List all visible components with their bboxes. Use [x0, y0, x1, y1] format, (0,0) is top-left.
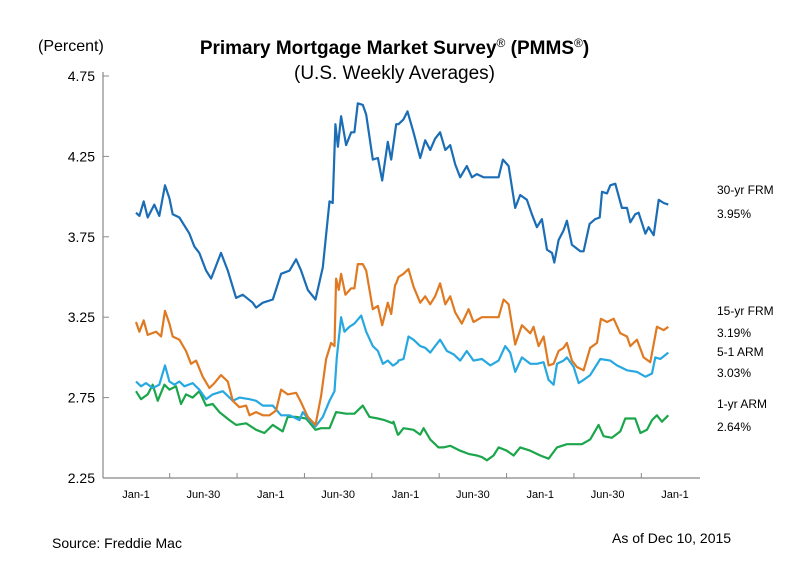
x-tick-label: Jan-1	[661, 489, 689, 501]
series-label-15yr: 15-yr FRM	[717, 304, 774, 318]
x-tick-label: Jan-1	[392, 489, 420, 501]
x-tick-label: Jan-1	[526, 489, 554, 501]
series-value-1yr-arm: 2.64%	[717, 420, 752, 434]
chart-title: Primary Mortgage Market Survey® (PMMS®)	[0, 36, 789, 60]
y-tick-label: 2.75	[68, 390, 95, 406]
x-tick-label: Jan-1	[257, 489, 285, 501]
series-line-15-yr-frm	[134, 263, 669, 426]
series-line-30-yr-frm	[135, 102, 669, 309]
y-tick-label: 4.25	[68, 148, 95, 164]
y-tick-label: 4.75	[68, 68, 95, 84]
series-line-5-1-arm	[135, 314, 669, 428]
y-axis-unit-label: (Percent)	[38, 38, 104, 55]
y-tick-label: 3.75	[68, 229, 95, 245]
title-pmms: (PMMS	[505, 38, 574, 59]
title-text: Primary Mortgage Market Survey	[199, 38, 497, 59]
series-line-1-yr-arm	[135, 383, 670, 462]
x-tick-label: Jun-30	[321, 489, 355, 501]
source-note: Source: Freddie Mac	[52, 535, 182, 551]
x-tick-label: Jun-30	[456, 489, 490, 501]
registered-mark: ®	[496, 36, 506, 50]
x-tick-label: Jun-30	[187, 489, 221, 501]
x-tick-label: Jan-1	[122, 489, 150, 501]
series-value-15yr: 3.19%	[717, 326, 752, 340]
registered-mark: ®	[574, 36, 583, 50]
y-tick-label: 2.25	[68, 470, 95, 486]
series-label-1yr-arm: 1-yr ARM	[717, 397, 768, 411]
y-tick-label: 3.25	[68, 309, 95, 325]
series-value-30yr: 3.95%	[717, 207, 752, 221]
series-label-30yr: 30-yr FRM	[717, 183, 774, 197]
chart-subtitle: (U.S. Weekly Averages)	[294, 63, 495, 84]
title-close: )	[582, 38, 590, 59]
as-of-date: As of Dec 10, 2015	[612, 530, 732, 546]
x-tick-label: Jun-30	[591, 489, 625, 501]
series-value-5-1-arm: 3.03%	[717, 366, 752, 380]
series-label-5-1-arm: 5-1 ARM	[717, 345, 764, 359]
